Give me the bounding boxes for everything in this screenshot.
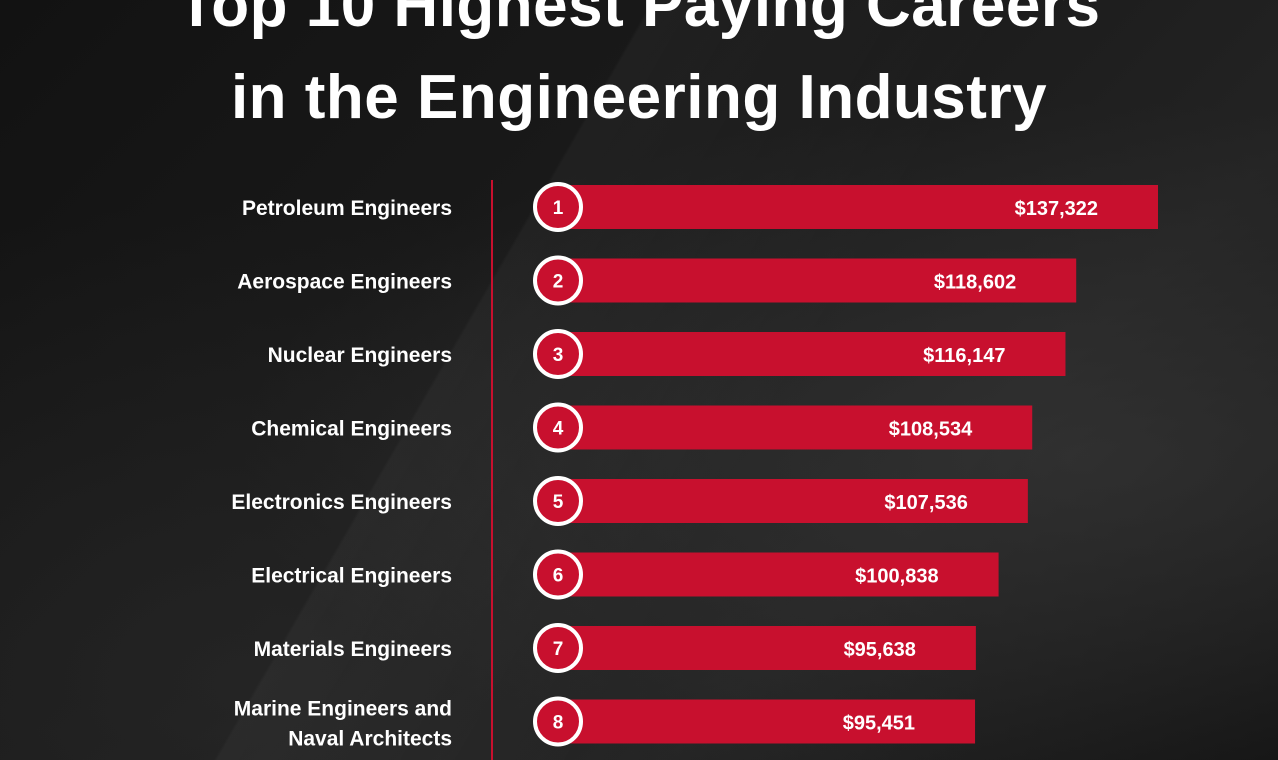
rank-label: 6 [553, 566, 564, 587]
value-label: $137,322 [1015, 198, 1098, 220]
bar [558, 405, 1033, 450]
value-label: $95,451 [843, 713, 915, 735]
bar [558, 626, 976, 670]
value-label: $108,534 [889, 419, 973, 441]
category-label: Marine Engineers and Naval Architects [234, 698, 452, 751]
bar [558, 332, 1066, 376]
category-label: Electrical Engineers [251, 565, 452, 588]
category-label: Chemical Engineers [251, 418, 452, 441]
chart-title-line-1: Top 10 Highest Paying Careers [177, 0, 1101, 40]
rank-label: 1 [553, 198, 564, 219]
category-label: Electronics Engineers [231, 491, 452, 514]
bar [558, 258, 1077, 303]
rank-label: 3 [553, 345, 564, 366]
bar [558, 699, 976, 744]
rank-badge [533, 549, 583, 600]
bar [558, 552, 999, 597]
rank-badge [533, 696, 583, 747]
value-label: $118,602 [934, 272, 1016, 294]
category-label: Petroleum Engineers [242, 197, 452, 220]
chart-title: Top 10 Highest Paying Careers in the Eng… [0, 0, 1278, 144]
rank-label: 2 [553, 272, 564, 293]
rank-badge [533, 402, 583, 453]
rank-badge [533, 329, 583, 379]
rank-badge [533, 476, 583, 526]
bar [558, 479, 1028, 523]
value-label: $100,838 [855, 566, 938, 588]
category-label: Aerospace Engineers [237, 271, 452, 294]
category-label: Materials Engineers [254, 638, 452, 661]
bar [558, 185, 1158, 229]
rank-label: 8 [553, 713, 564, 734]
value-label: $116,147 [923, 345, 1005, 367]
rank-label: 4 [553, 419, 564, 440]
rank-badge [533, 255, 583, 306]
rank-label: 5 [553, 492, 564, 513]
value-label: $107,536 [884, 492, 967, 514]
category-label: Nuclear Engineers [268, 344, 452, 367]
value-label: $95,638 [844, 639, 916, 661]
rank-badge [533, 182, 583, 232]
rank-badge [533, 623, 583, 673]
chart-title-line-2: in the Engineering Industry [230, 63, 1048, 132]
rank-label: 7 [553, 639, 564, 660]
